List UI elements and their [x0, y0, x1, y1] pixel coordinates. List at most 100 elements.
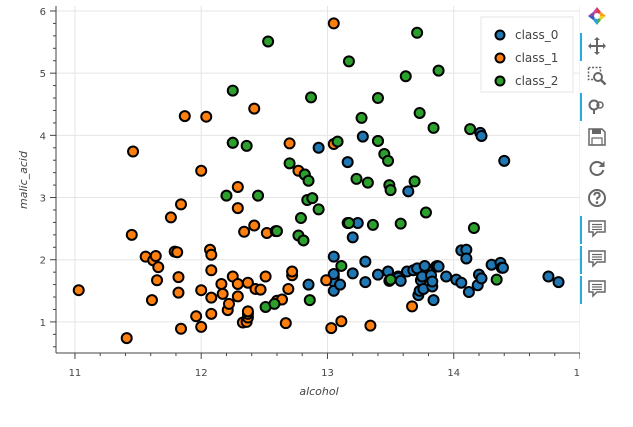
class_0-point[interactable] — [334, 278, 347, 291]
class_0-point[interactable] — [327, 250, 340, 263]
class_1-point[interactable] — [231, 277, 244, 290]
class_1-point[interactable] — [172, 271, 185, 284]
class_0-point[interactable] — [312, 141, 325, 154]
class_1-point[interactable] — [151, 274, 164, 287]
class_2-point[interactable] — [220, 189, 233, 202]
class_1-point[interactable] — [175, 198, 188, 211]
class_2-point[interactable] — [350, 172, 363, 185]
class_1-point[interactable] — [171, 246, 184, 259]
class_0-point[interactable] — [440, 270, 453, 283]
class_0-point[interactable] — [341, 156, 354, 169]
class_2-point[interactable] — [467, 222, 480, 235]
class_0-point[interactable] — [302, 278, 315, 291]
class_1-point[interactable] — [335, 315, 348, 328]
class_2-point[interactable] — [342, 55, 355, 68]
class_2-point[interactable] — [283, 157, 296, 170]
class_1-point[interactable] — [286, 265, 299, 278]
class_0-point[interactable] — [359, 276, 372, 289]
class_0-point[interactable] — [432, 260, 445, 273]
class_1-point[interactable] — [205, 307, 218, 320]
class_1-point[interactable] — [190, 310, 203, 323]
class_1-point[interactable] — [215, 277, 228, 290]
class_1-point[interactable] — [248, 219, 261, 232]
class_2-point[interactable] — [408, 175, 421, 188]
class_2-point[interactable] — [411, 26, 424, 39]
class_1-point[interactable] — [241, 305, 254, 318]
class_1-point[interactable] — [231, 180, 244, 193]
save-tool-button[interactable] — [583, 124, 611, 150]
class_0-point[interactable] — [418, 259, 431, 272]
class_1-point[interactable] — [149, 249, 162, 262]
class_2-point[interactable] — [413, 106, 426, 119]
class_1-point[interactable] — [231, 202, 244, 215]
class_0-point[interactable] — [371, 268, 384, 281]
class_1-point[interactable] — [222, 297, 235, 310]
class_2-point[interactable] — [331, 135, 344, 148]
class_2-point[interactable] — [382, 154, 395, 167]
class_0-point[interactable] — [542, 270, 555, 283]
class_1-point[interactable] — [241, 276, 254, 289]
hover-tool-button[interactable] — [583, 216, 611, 242]
class_1-point[interactable] — [120, 332, 133, 345]
class_1-point[interactable] — [406, 300, 419, 313]
class_1-point[interactable] — [172, 286, 185, 299]
class_1-point[interactable] — [178, 110, 191, 123]
class_1-point[interactable] — [195, 164, 208, 177]
class_0-point[interactable] — [394, 274, 407, 287]
hover-tool-button[interactable] — [583, 246, 611, 272]
class_1-point[interactable] — [259, 270, 272, 283]
pan-tool-button[interactable] — [583, 33, 611, 59]
class_1-point[interactable] — [127, 145, 140, 158]
class_0-point[interactable] — [475, 129, 488, 142]
class_1-point[interactable] — [152, 261, 165, 274]
class_1-point[interactable] — [254, 283, 267, 296]
box-zoom-tool-button[interactable] — [583, 63, 611, 89]
class_2-point[interactable] — [306, 192, 319, 205]
class_0-point[interactable] — [359, 255, 372, 268]
class_2-point[interactable] — [361, 176, 374, 189]
class_1-point[interactable] — [248, 102, 261, 115]
class_0-point[interactable] — [346, 231, 359, 244]
class_1-point[interactable] — [325, 322, 338, 335]
class_2-point[interactable] — [226, 84, 239, 97]
scatter-chart[interactable]: 1112131415123456 alcohol malic_acid clas… — [0, 0, 580, 427]
class_2-point[interactable] — [268, 297, 281, 310]
class_0-point[interactable] — [455, 276, 468, 289]
class_1-point[interactable] — [164, 211, 177, 224]
class_2-point[interactable] — [355, 111, 368, 124]
class_2-point[interactable] — [384, 273, 397, 286]
class_2-point[interactable] — [226, 136, 239, 149]
class_2-point[interactable] — [432, 64, 445, 77]
class_1-point[interactable] — [200, 110, 213, 123]
class_1-point[interactable] — [279, 317, 292, 330]
class_2-point[interactable] — [464, 123, 477, 136]
class_2-point[interactable] — [394, 217, 407, 230]
class_0-point[interactable] — [346, 267, 359, 280]
class_2-point[interactable] — [297, 234, 310, 247]
class_2-point[interactable] — [305, 91, 318, 104]
class_2-point[interactable] — [490, 273, 503, 286]
class_1-point[interactable] — [327, 17, 340, 30]
class_1-point[interactable] — [195, 320, 208, 333]
class_1-point[interactable] — [216, 287, 229, 300]
class_1-point[interactable] — [205, 264, 218, 277]
class_2-point[interactable] — [366, 218, 379, 231]
class_1-point[interactable] — [320, 274, 333, 287]
class_2-point[interactable] — [399, 70, 412, 83]
class_1-point[interactable] — [72, 284, 85, 297]
class_0-point[interactable] — [475, 272, 488, 285]
class_2-point[interactable] — [371, 134, 384, 147]
class_1-point[interactable] — [238, 225, 251, 238]
class_1-point[interactable] — [231, 290, 244, 303]
class_1-point[interactable] — [125, 228, 138, 241]
class_1-point[interactable] — [205, 248, 218, 261]
class_2-point[interactable] — [427, 121, 440, 134]
class_2-point[interactable] — [294, 212, 307, 225]
data-points[interactable] — [72, 17, 565, 345]
class_2-point[interactable] — [335, 259, 348, 272]
class_0-point[interactable] — [460, 252, 473, 265]
class_2-point[interactable] — [312, 203, 325, 216]
class_1-point[interactable] — [175, 322, 188, 335]
class_2-point[interactable] — [302, 174, 315, 187]
class_0-point[interactable] — [427, 294, 440, 307]
